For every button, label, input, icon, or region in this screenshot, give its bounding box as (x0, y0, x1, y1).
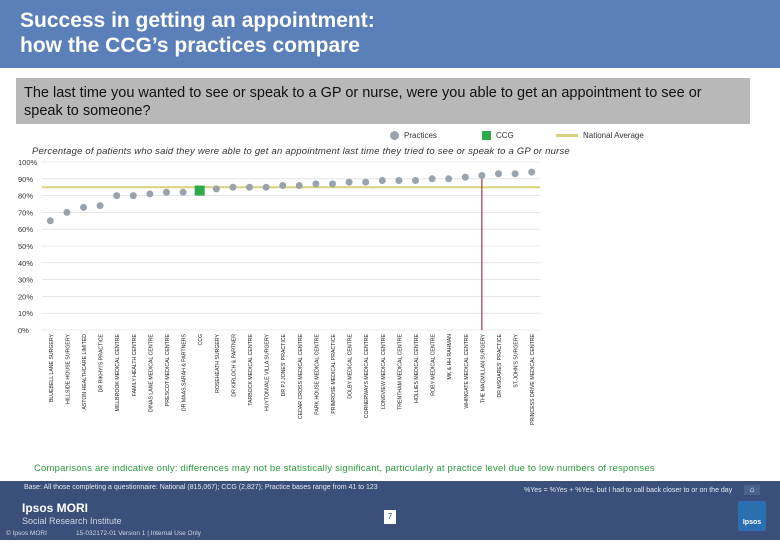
legend-national: National Average (556, 128, 644, 142)
practice-dot (528, 168, 536, 176)
x-category-label: BLUEBELL LANE SURGERY (49, 333, 55, 402)
x-category-label: ST JOHN'S SURGERY (514, 333, 520, 387)
x-category-label: PRIMROSE MEDICAL PRACTICE (331, 333, 337, 413)
practice-dot (113, 192, 121, 200)
x-category-label: FAMILY HEALTH CENTRE (132, 333, 138, 396)
practice-dot (129, 192, 137, 200)
x-category-label: PRINCESS DRIVE MEDICAL CENTRE (530, 333, 536, 424)
x-category-label: DINAS LANE MEDICAL CENTRE (148, 333, 154, 411)
practice-dot (461, 173, 469, 181)
y-tick-label: 70% (18, 208, 33, 217)
national-line-icon (556, 133, 578, 137)
x-category-label: DR MSOARES' PRACTICE (497, 333, 503, 397)
practice-dot (428, 175, 436, 183)
practice-dot (46, 217, 54, 225)
y-tick-label: 50% (18, 242, 33, 251)
ccg-marker (194, 185, 205, 196)
practice-dot (179, 188, 187, 196)
legend-practices: Practices (390, 128, 437, 142)
practice-dot (445, 175, 453, 183)
x-category-label: HUYTONVALE VILLA SURGERY (265, 333, 271, 411)
ipsos-mori-logo: Ipsos MORI (22, 501, 89, 515)
ipsos-brand-icon: Ipsos (738, 501, 766, 531)
x-category-label: TRENTHAM MEDICAL CENTRE (397, 333, 403, 409)
practice-dot (495, 170, 502, 178)
x-category-label: HILLSIDE HOUSE SURGERY (65, 333, 71, 403)
practice-dot (146, 190, 154, 198)
copyright: © Ipsos MORI (6, 530, 47, 537)
practice-comparison-chart: 0% 10% 20% 30% 40% 50% 60% 70% 80% 90% 100% BLUEBEL… (18, 158, 540, 425)
x-category-label: CEDAR CROSS MEDICAL CENTRE (298, 333, 304, 419)
footer: Base: All those completing a questionnai… (0, 481, 780, 540)
practice-dot (478, 171, 486, 179)
y-tick-label: 40% (18, 259, 33, 268)
practice-dot (511, 170, 519, 178)
x-category-label: LONGVIEW MEDICAL CENTRE (381, 333, 387, 409)
home-icon[interactable]: ⌂ (744, 485, 760, 495)
x-category-label: ROSEHEATH SURGERY (215, 333, 221, 392)
comparison-note: Comparisons are indicative only: differe… (34, 463, 655, 474)
page-number: 7 (384, 510, 396, 524)
legend-ccg: CCG (482, 128, 514, 142)
x-category-label: DR KIRLOCH & PARTNER (231, 334, 237, 397)
practice-dot (96, 202, 104, 210)
question-text: The last time you wanted to see or speak… (24, 85, 702, 119)
practice-dot (378, 176, 386, 184)
x-category-label: ROBY MEDICAL CENTRE (431, 333, 437, 395)
x-category-label: HOLLIES MEDICAL CENTRE (414, 333, 420, 403)
x-category-label: PARK HOUSE MEDICAL CENTRE (314, 333, 320, 414)
question-box: The last time you wanted to see or speak… (16, 78, 750, 124)
practice-dot (395, 176, 403, 184)
page-title: Success in getting an appointment: how t… (20, 9, 375, 57)
practice-dot-icon (390, 130, 399, 140)
y-tick-label: 60% (18, 225, 33, 234)
x-category-label: ASTON HEALTHCARE LIMITED (82, 334, 88, 410)
practice-dot (163, 188, 170, 196)
y-tick-label: 30% (18, 276, 33, 285)
y-tick-label: 90% (18, 175, 33, 184)
y-tick-label: 100% (18, 158, 38, 167)
practice-dot (295, 182, 303, 190)
sri-logo-text: Social Research Institute (22, 516, 122, 526)
x-category-label: DR PJ JONES' PRACTICE (281, 333, 287, 396)
x-category-label: THE MACMILLAN SURGERY (480, 333, 486, 403)
x-category-label: DR RIKHYI'S PRACTICE (99, 333, 105, 392)
practice-dot (312, 180, 320, 188)
x-category-label: MILLBROOK MEDICAL CENTRE (115, 333, 121, 411)
practice-dot (345, 178, 353, 186)
chart-subtitle: Percentage of patients who said they wer… (32, 146, 570, 157)
legend-ccg-label: CCG (496, 130, 514, 140)
x-category-label: WHINGATE MEDICAL CENTRE (464, 333, 470, 408)
legend-practices-label: Practices (404, 130, 437, 140)
practice-dot (262, 183, 270, 191)
y-tick-label: 10% (18, 309, 33, 318)
x-category-label: CCG (198, 334, 204, 346)
practice-dot (229, 183, 237, 191)
practice-dot (63, 208, 71, 216)
y-tick-label: 20% (18, 292, 33, 301)
version-text: 15-032172-01 Version 1 | Internal Use On… (76, 530, 201, 537)
practice-dot (279, 182, 287, 190)
y-tick-label: 80% (18, 192, 33, 201)
x-category-label: TARBOCK MEDICAL CENTRE (248, 333, 254, 405)
practice-dot (246, 183, 253, 191)
y-tick-label: 0% (18, 326, 29, 335)
practice-dot (412, 176, 419, 184)
x-category-label: CORNERWAYS MEDICAL CENTRE (364, 333, 370, 418)
practice-dot (329, 180, 336, 188)
base-note: Base: All those completing a questionnai… (24, 484, 378, 491)
x-category-label: DOLBY MEDICAL CENTRE (348, 333, 354, 398)
x-category-label: MK & HH RAHMAN (447, 334, 453, 380)
practice-dot (362, 178, 370, 186)
x-category-label: DR MAAS,SARAH & PARTNERS (182, 333, 188, 411)
practice-dot (212, 185, 220, 193)
legend-national-label: National Average (583, 130, 644, 140)
x-category-label: PRESCOT MEDICAL CENTRE (165, 333, 171, 406)
yes-definition-note: %Yes = %Yes + %Yes, but I had to call ba… (524, 487, 733, 494)
ccg-square-icon (482, 130, 491, 140)
practice-dot (80, 203, 87, 211)
header-banner: Success in getting an appointment: how t… (0, 0, 780, 68)
